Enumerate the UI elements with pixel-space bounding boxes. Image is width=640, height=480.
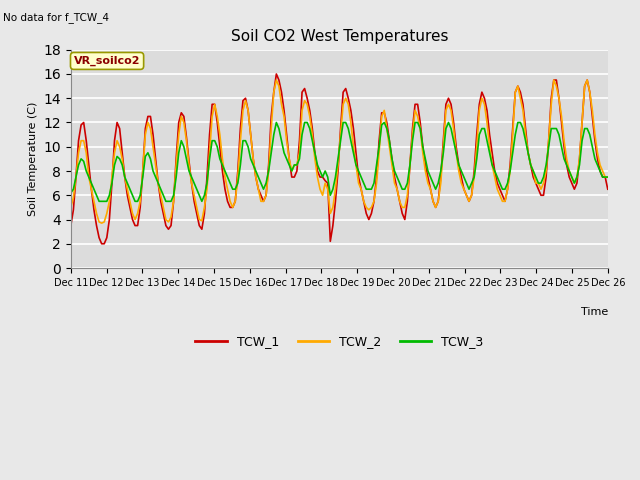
X-axis label: Time: Time [580,307,608,317]
Legend: TCW_1, TCW_2, TCW_3: TCW_1, TCW_2, TCW_3 [190,330,488,353]
Text: No data for f_TCW_4: No data for f_TCW_4 [3,12,109,23]
Text: VR_soilco2: VR_soilco2 [74,56,140,66]
Y-axis label: Soil Temperature (C): Soil Temperature (C) [28,102,38,216]
Title: Soil CO2 West Temperatures: Soil CO2 West Temperatures [230,29,448,44]
